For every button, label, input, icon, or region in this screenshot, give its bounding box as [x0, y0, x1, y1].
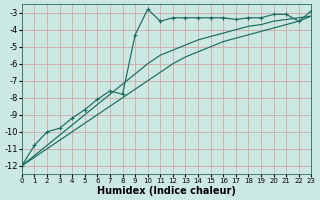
X-axis label: Humidex (Indice chaleur): Humidex (Indice chaleur)	[97, 186, 236, 196]
